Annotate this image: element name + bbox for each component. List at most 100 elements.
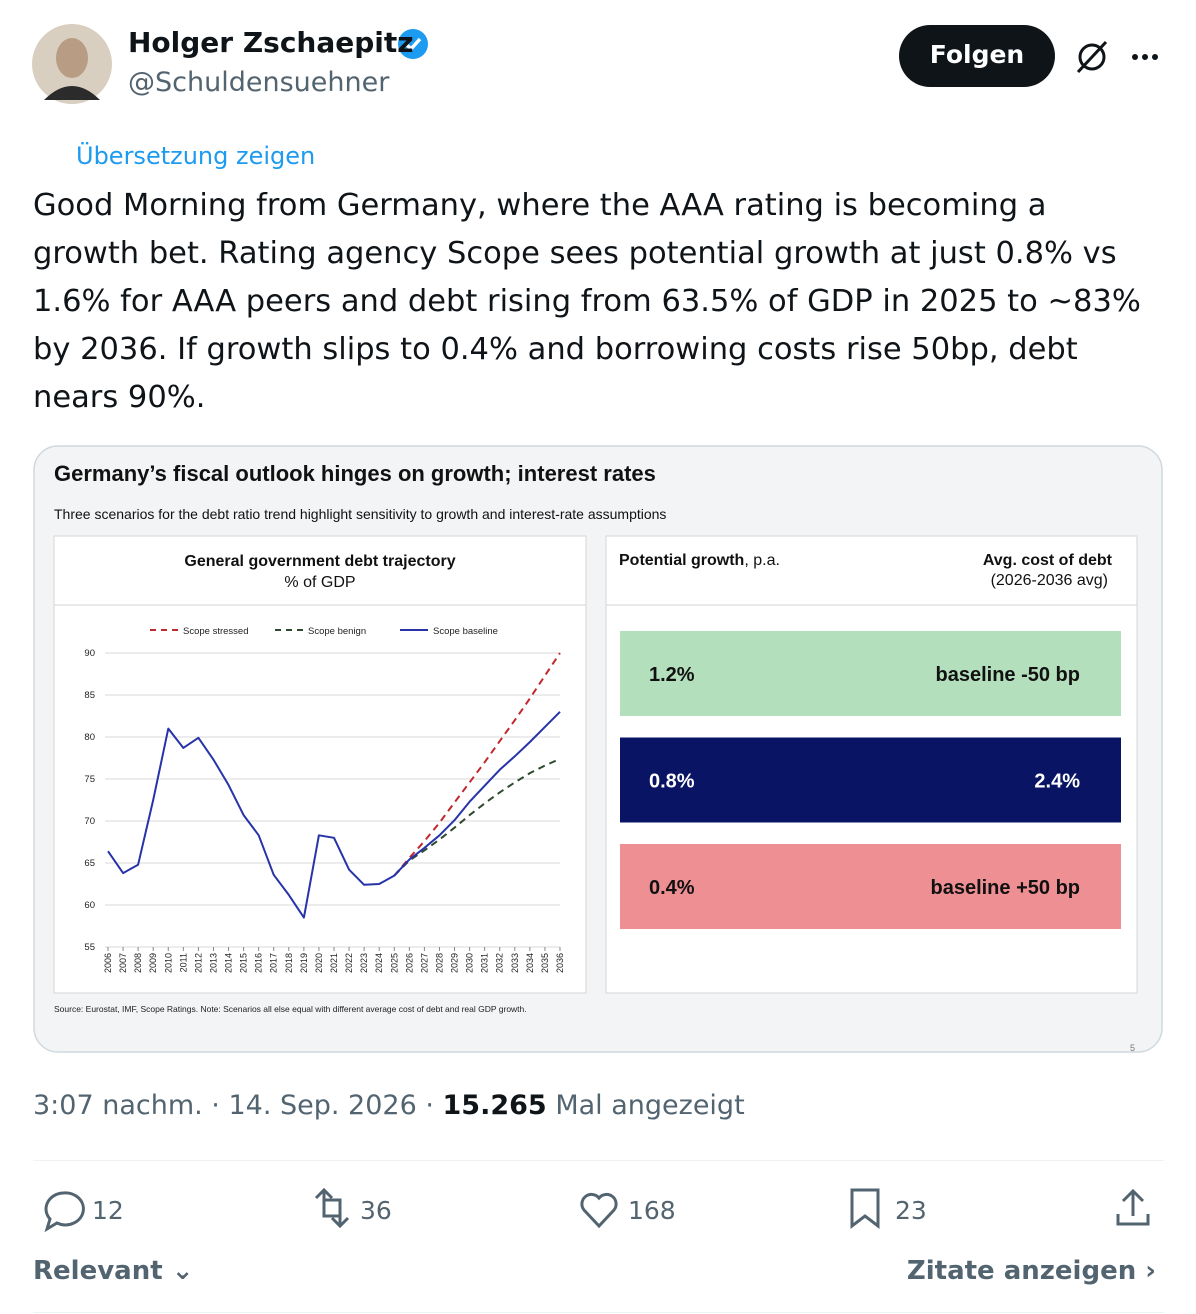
x-tick-label: 2017 bbox=[269, 953, 279, 973]
action-icons bbox=[44, 1187, 1150, 1233]
cost-header: Avg. cost of debt bbox=[983, 552, 1113, 569]
cost-note: (2026-2036 avg) bbox=[991, 572, 1108, 589]
x-tick-label: 2018 bbox=[284, 953, 294, 973]
growth-header: Potential growth, p.a. bbox=[619, 552, 780, 569]
timestamp: 3:07 nachm. · 14. Sep. 2026 · 15.265 Mal… bbox=[33, 1090, 745, 1121]
x-tick-label: 2020 bbox=[314, 953, 324, 973]
x-tick-label: 2008 bbox=[133, 953, 143, 973]
x-tick-label: 2014 bbox=[224, 953, 234, 973]
series-line bbox=[107, 711, 561, 919]
scenario-growth: 1.2% bbox=[649, 664, 695, 686]
follow-button[interactable] bbox=[899, 25, 1055, 87]
y-tick-label: 80 bbox=[84, 732, 95, 743]
x-tick-label: 2016 bbox=[254, 953, 264, 973]
bookmark-count[interactable]: 23 bbox=[895, 1196, 927, 1225]
x-tick-label: 2034 bbox=[525, 953, 535, 973]
divider bbox=[33, 1312, 1164, 1313]
x-tick-label: 2025 bbox=[389, 953, 399, 973]
x-tick-label: 2033 bbox=[510, 953, 520, 973]
scenario-row bbox=[620, 844, 1121, 929]
like-icon[interactable] bbox=[580, 1192, 618, 1229]
more-icon[interactable] bbox=[1132, 54, 1158, 60]
y-tick-label: 60 bbox=[84, 900, 95, 911]
author-name[interactable]: Holger Zschaepitz bbox=[128, 26, 414, 59]
scenario-cost: 2.4% bbox=[1034, 771, 1080, 793]
source-note: Source: Eurostat, IMF, Scope Ratings. No… bbox=[54, 1004, 527, 1014]
x-tick-label: 2021 bbox=[329, 953, 339, 973]
bookmark-icon[interactable] bbox=[850, 1188, 880, 1230]
y-tick-label: 65 bbox=[84, 858, 95, 869]
x-tick-label: 2031 bbox=[480, 953, 490, 973]
x-tick-label: 2012 bbox=[193, 953, 203, 973]
scenario-growth: 0.8% bbox=[649, 771, 695, 793]
x-tick-label: 2013 bbox=[208, 953, 218, 973]
repost-count[interactable]: 36 bbox=[360, 1196, 392, 1225]
x-tick-label: 2035 bbox=[540, 953, 550, 973]
y-axis-label: % of GDP bbox=[284, 574, 355, 591]
divider bbox=[33, 1160, 1164, 1161]
y-tick-label: 85 bbox=[84, 690, 95, 701]
y-tick-label: 90 bbox=[84, 648, 95, 659]
chart-title: Germany’s fiscal outlook hinges on growt… bbox=[54, 461, 656, 486]
like-count[interactable]: 168 bbox=[628, 1196, 676, 1225]
series-line bbox=[393, 652, 561, 877]
avatar-suit bbox=[44, 86, 100, 100]
growth-header-rest: , p.a. bbox=[744, 552, 780, 569]
quotes-label[interactable]: Zitate anzeigen bbox=[906, 1256, 1137, 1286]
x-tick-label: 2015 bbox=[239, 953, 249, 973]
avatar-face bbox=[56, 38, 88, 78]
view-count: 15.265 bbox=[442, 1090, 547, 1121]
chart-image[interactable]: Germany’s fiscal outlook hinges on growt… bbox=[33, 445, 1164, 1055]
page-number: 5 bbox=[1130, 1043, 1135, 1053]
author-handle[interactable]: @Schuldensuehner bbox=[128, 67, 390, 98]
x-tick-label: 2010 bbox=[163, 953, 173, 973]
left-panel bbox=[53, 535, 587, 994]
tweet-text: Good Morning from Germany, where the AAA… bbox=[33, 188, 1141, 415]
follow-label[interactable]: Folgen bbox=[929, 40, 1025, 69]
x-tick-label: 2007 bbox=[118, 953, 128, 973]
y-tick-label: 55 bbox=[84, 942, 95, 953]
x-tick-label: 2022 bbox=[344, 953, 354, 973]
reply-count[interactable]: 12 bbox=[92, 1196, 124, 1225]
x-tick-label: 2024 bbox=[374, 953, 384, 973]
scenario-growth: 0.4% bbox=[649, 877, 695, 899]
x-tick-label: 2027 bbox=[419, 953, 429, 973]
scenario-row bbox=[620, 631, 1121, 716]
repost-icon[interactable] bbox=[314, 1187, 350, 1229]
legend-label: Scope benign bbox=[308, 626, 366, 637]
scenario-row bbox=[620, 737, 1121, 823]
sort-label[interactable]: Relevant bbox=[33, 1256, 163, 1286]
x-tick-label: 2006 bbox=[103, 953, 113, 973]
y-tick-label: 75 bbox=[84, 774, 95, 785]
reply-icon[interactable] bbox=[44, 1191, 85, 1233]
x-tick-label: 2026 bbox=[404, 953, 414, 973]
x-tick-label: 2029 bbox=[450, 953, 460, 973]
sort-menu[interactable]: Relevant ⌄ bbox=[33, 1256, 194, 1286]
view-label: Mal angezeigt bbox=[555, 1090, 745, 1121]
x-tick-label: 2023 bbox=[359, 953, 369, 973]
x-tick-label: 2032 bbox=[495, 953, 505, 973]
growth-header-bold: Potential growth bbox=[619, 552, 744, 569]
share-icon[interactable] bbox=[1116, 1188, 1150, 1226]
panel-title: General government debt trajectory bbox=[184, 553, 455, 570]
header-graphics bbox=[32, 24, 1158, 104]
date[interactable]: 14. Sep. 2026 bbox=[228, 1090, 417, 1121]
verified-badge bbox=[398, 29, 428, 59]
chart-subtitle: Three scenarios for the debt ratio trend… bbox=[54, 506, 666, 522]
y-tick-label: 70 bbox=[84, 816, 95, 827]
chart-group: Germany’s fiscal outlook hinges on growt… bbox=[33, 445, 1163, 1053]
scenario-cost: baseline +50 bp bbox=[930, 877, 1080, 899]
x-tick-label: 2019 bbox=[299, 953, 309, 973]
x-tick-label: 2011 bbox=[178, 953, 188, 972]
quotes-link[interactable]: Zitate anzeigen › bbox=[906, 1256, 1156, 1286]
x-tick-label: 2036 bbox=[555, 953, 565, 973]
x-tick-label: 2009 bbox=[148, 953, 158, 973]
x-tick-label: 2030 bbox=[465, 953, 475, 973]
scenario-cost: baseline -50 bp bbox=[936, 664, 1081, 686]
time[interactable]: 3:07 nachm. bbox=[33, 1090, 203, 1121]
verified-check bbox=[404, 37, 422, 52]
legend-label: Scope stressed bbox=[183, 626, 248, 637]
grok-icon[interactable] bbox=[1076, 40, 1108, 74]
series-line bbox=[393, 757, 561, 877]
translate-link[interactable]: Übersetzung zeigen bbox=[76, 142, 316, 170]
